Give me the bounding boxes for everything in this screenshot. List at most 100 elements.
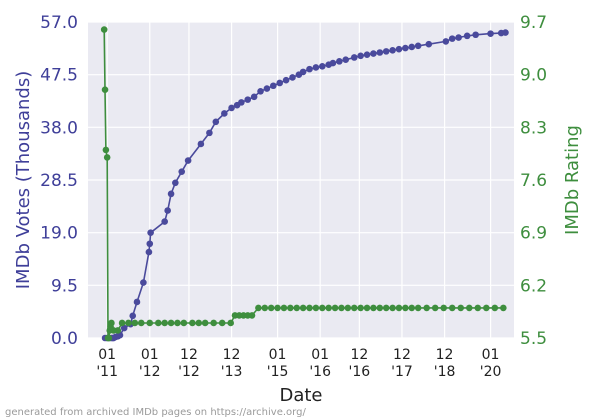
- x-tick-label: 12: [393, 347, 411, 363]
- rating-data-point: [382, 304, 390, 312]
- y-right-tick-label: 7.6: [520, 171, 547, 191]
- y-axis-right-title: IMDb Rating: [562, 125, 583, 235]
- votes-data-point: [129, 312, 137, 320]
- votes-data-point: [221, 110, 228, 117]
- rating-data-point: [423, 304, 430, 312]
- votes-data-point: [178, 168, 186, 175]
- y-right-tick-label: 8.3: [520, 118, 547, 138]
- votes-data-point: [206, 129, 213, 137]
- votes-data-point: [414, 42, 422, 50]
- votes-data-point: [502, 29, 509, 36]
- votes-data-point: [228, 104, 235, 112]
- x-tick-label: 12: [350, 347, 368, 363]
- rating-data-point: [227, 319, 235, 327]
- votes-data-point: [238, 99, 245, 106]
- rating-data-point: [491, 304, 499, 312]
- rating-data-point: [440, 304, 448, 312]
- rating-data-point: [402, 304, 409, 312]
- votes-data-point: [389, 46, 396, 54]
- y-right-tick-label: 5.5: [520, 329, 547, 349]
- rating-data-point: [465, 304, 473, 312]
- x-tick-label-year: '18: [434, 364, 456, 380]
- rating-data-point: [448, 304, 456, 312]
- rating-data-point: [154, 319, 162, 327]
- rating-data-point: [261, 304, 269, 312]
- rating-data-point: [189, 319, 196, 327]
- rating-data-point: [125, 319, 132, 327]
- x-tick-label-year: '13: [221, 364, 243, 380]
- rating-data-point: [344, 304, 352, 312]
- x-tick-label-year: '15: [267, 364, 289, 380]
- rating-data-point: [105, 334, 113, 342]
- rating-data-point: [431, 304, 439, 312]
- votes-data-point: [282, 76, 290, 84]
- rating-data-point: [325, 304, 332, 312]
- rating-data-point: [306, 304, 313, 312]
- votes-data-point: [350, 54, 358, 61]
- votes-data-point: [336, 58, 343, 65]
- rating-data-point: [293, 304, 301, 312]
- rating-data-point: [161, 319, 168, 327]
- votes-data-point: [140, 279, 147, 286]
- rating-data-point: [357, 304, 364, 312]
- y-right-tick-label: 9.0: [520, 66, 547, 86]
- rating-data-point: [108, 319, 115, 327]
- rating-data-point: [174, 319, 181, 327]
- votes-data-point: [329, 59, 337, 67]
- votes-data-point: [250, 93, 258, 101]
- votes-data-point: [147, 229, 154, 236]
- x-tick-label-year: '17: [391, 364, 413, 380]
- grid: [88, 21, 514, 339]
- x-tick-label-year: '12: [139, 364, 161, 380]
- rating-data-point: [118, 319, 126, 327]
- rating-data-point: [483, 304, 490, 312]
- rating-data-point: [280, 304, 288, 312]
- x-tick-label-year: '16: [309, 364, 331, 380]
- votes-data-point: [487, 30, 494, 37]
- rating-data-point: [248, 312, 256, 319]
- x-tick-label: 12: [180, 347, 198, 363]
- rating-data-point: [389, 304, 396, 312]
- y-right-tick-label: 6.2: [520, 276, 547, 296]
- x-tick-label: 01: [311, 347, 329, 363]
- rating-data-point: [101, 86, 109, 94]
- y-left-tick-label: 0.0: [51, 329, 78, 349]
- rating-data-point: [103, 154, 111, 161]
- y-right-tick-label: 9.7: [520, 13, 547, 33]
- rating-data-point: [180, 319, 188, 327]
- votes-data-point: [425, 40, 433, 48]
- votes-data-point: [472, 31, 479, 39]
- votes-data-point: [376, 49, 384, 56]
- rating-data-point: [102, 146, 110, 154]
- y-right-tick-label: 6.9: [520, 224, 547, 244]
- votes-data-point: [289, 74, 296, 81]
- y-left-tick-label: 57.0: [40, 13, 78, 33]
- votes-data-point: [276, 79, 284, 87]
- x-tick-label: 12: [223, 347, 241, 363]
- rating-data-point: [338, 304, 345, 312]
- votes-data-point: [306, 65, 313, 73]
- votes-data-point: [197, 140, 205, 148]
- rating-data-point: [299, 304, 307, 312]
- y-left-tick-label: 19.0: [40, 224, 78, 244]
- rating-data-point: [267, 304, 275, 312]
- votes-data-point: [212, 118, 220, 126]
- votes-data-point: [357, 52, 364, 60]
- votes-data-point: [263, 85, 271, 92]
- votes-data-point: [167, 190, 175, 198]
- rating-data-point: [255, 304, 262, 312]
- votes-data-point: [161, 218, 168, 225]
- y-left-tick-label: 9.5: [51, 276, 78, 296]
- votes-data-point: [463, 32, 471, 40]
- x-tick-label-year: '20: [480, 364, 502, 380]
- rating-data-point: [167, 319, 175, 327]
- votes-data-point: [146, 240, 154, 248]
- votes-data-point: [363, 51, 371, 59]
- y-left-tick-label: 28.5: [40, 171, 78, 191]
- votes-data-point: [442, 38, 450, 45]
- rating-data-point: [210, 319, 217, 327]
- rating-data-point: [370, 304, 377, 312]
- rating-data-point: [363, 304, 371, 312]
- votes-data-point: [342, 56, 350, 63]
- y-left-tick-label: 38.0: [40, 118, 78, 138]
